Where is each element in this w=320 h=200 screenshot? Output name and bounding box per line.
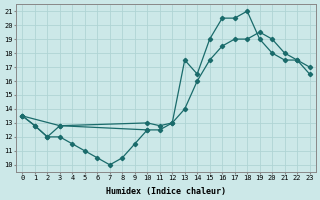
X-axis label: Humidex (Indice chaleur): Humidex (Indice chaleur) bbox=[106, 187, 226, 196]
